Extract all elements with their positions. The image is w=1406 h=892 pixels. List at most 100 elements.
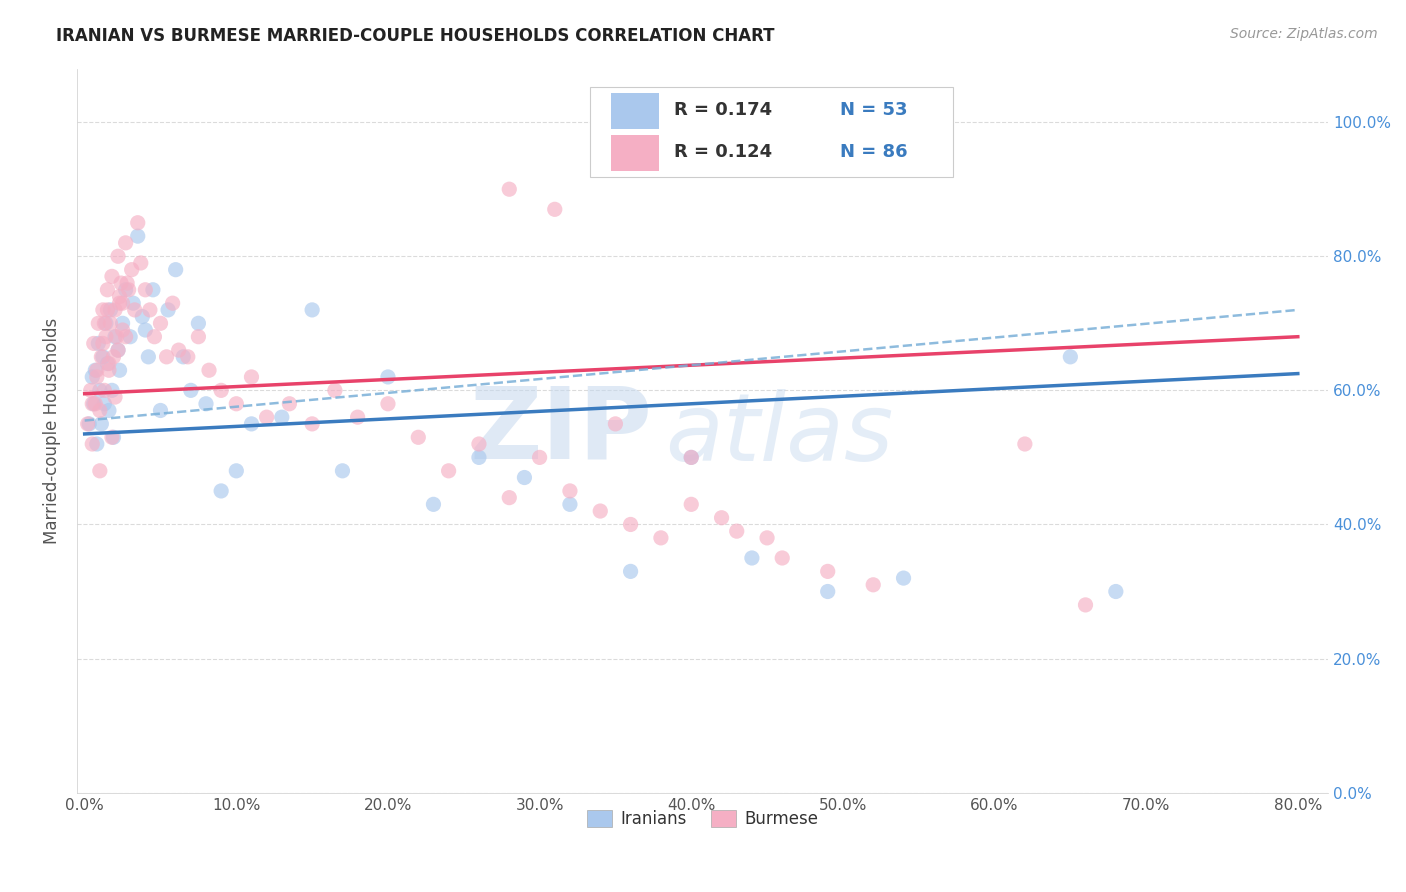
Point (513, 470, 536, 484)
Point (167, 343, 190, 358)
Point (817, 565, 839, 579)
Point (91, 302, 114, 317)
Point (93, 397, 115, 411)
Point (110, 276, 132, 290)
Point (100, 302, 122, 317)
Text: Source: ZipAtlas.com: Source: ZipAtlas.com (1230, 27, 1378, 41)
Bar (612, 94, 659, 129)
Point (240, 417, 263, 431)
Point (108, 363, 131, 377)
Point (756, 531, 779, 545)
Point (127, 229, 149, 244)
Point (177, 350, 200, 364)
Point (198, 363, 221, 377)
Point (187, 316, 209, 330)
Point (817, 584, 839, 599)
Point (770, 551, 793, 566)
Point (90, 350, 112, 364)
Y-axis label: Married-couple Households: Married-couple Households (44, 318, 60, 544)
Point (94, 316, 117, 330)
Text: N = 53: N = 53 (841, 101, 908, 119)
Point (862, 578, 884, 592)
Point (93, 384, 115, 398)
Bar (612, 135, 659, 171)
Point (114, 235, 136, 250)
Text: N = 86: N = 86 (841, 143, 908, 161)
Point (114, 329, 136, 343)
Text: atlas: atlas (665, 389, 893, 480)
Point (84, 397, 107, 411)
Point (180, 384, 202, 398)
Point (89, 403, 111, 417)
Point (605, 417, 627, 431)
Point (165, 262, 187, 277)
Point (124, 302, 146, 317)
Point (97, 357, 120, 371)
Point (323, 384, 346, 398)
Text: R = 0.124: R = 0.124 (673, 143, 772, 161)
Point (84, 363, 107, 377)
Point (131, 310, 153, 324)
Point (1014, 437, 1036, 451)
Point (681, 497, 703, 511)
Point (80, 384, 103, 398)
Point (94, 329, 117, 343)
Point (209, 384, 232, 398)
Point (187, 329, 209, 343)
Point (498, 182, 520, 196)
Point (149, 403, 172, 417)
Point (111, 296, 134, 310)
Point (76, 417, 98, 431)
Point (332, 464, 354, 478)
Point (134, 283, 156, 297)
Text: IRANIAN VS BURMESE MARRIED-COUPLE HOUSEHOLDS CORRELATION CHART: IRANIAN VS BURMESE MARRIED-COUPLE HOUSEH… (56, 27, 775, 45)
Point (103, 350, 125, 364)
Point (139, 302, 162, 317)
Point (108, 296, 131, 310)
Point (134, 323, 156, 337)
Point (278, 397, 301, 411)
Point (893, 571, 915, 585)
Point (118, 283, 141, 297)
Point (104, 302, 127, 317)
Point (142, 283, 165, 297)
Point (225, 397, 247, 411)
Point (377, 370, 399, 384)
Point (650, 136, 672, 150)
Point (96, 283, 118, 297)
Point (650, 531, 672, 545)
Point (558, 497, 581, 511)
Point (82, 437, 104, 451)
Point (114, 283, 136, 297)
Point (129, 256, 152, 270)
Point (89, 464, 111, 478)
Point (90, 417, 112, 431)
Point (107, 249, 129, 263)
Text: R = 0.174: R = 0.174 (673, 101, 772, 119)
Point (301, 417, 323, 431)
Point (100, 316, 122, 330)
Point (121, 262, 143, 277)
Point (155, 350, 177, 364)
Point (346, 410, 368, 425)
Point (240, 370, 263, 384)
Point (270, 410, 292, 425)
Point (589, 504, 612, 518)
Point (86, 363, 108, 377)
Point (209, 483, 232, 498)
Point (1059, 350, 1081, 364)
Point (377, 397, 399, 411)
Point (605, 162, 627, 177)
Point (96, 302, 118, 317)
Point (82, 370, 104, 384)
Text: ZIP: ZIP (470, 382, 652, 479)
Point (143, 329, 166, 343)
Point (172, 350, 194, 364)
Point (725, 524, 748, 538)
Point (157, 302, 180, 317)
Point (104, 390, 127, 404)
Point (86, 437, 108, 451)
Point (195, 397, 218, 411)
Point (710, 510, 733, 524)
Point (97, 363, 120, 377)
